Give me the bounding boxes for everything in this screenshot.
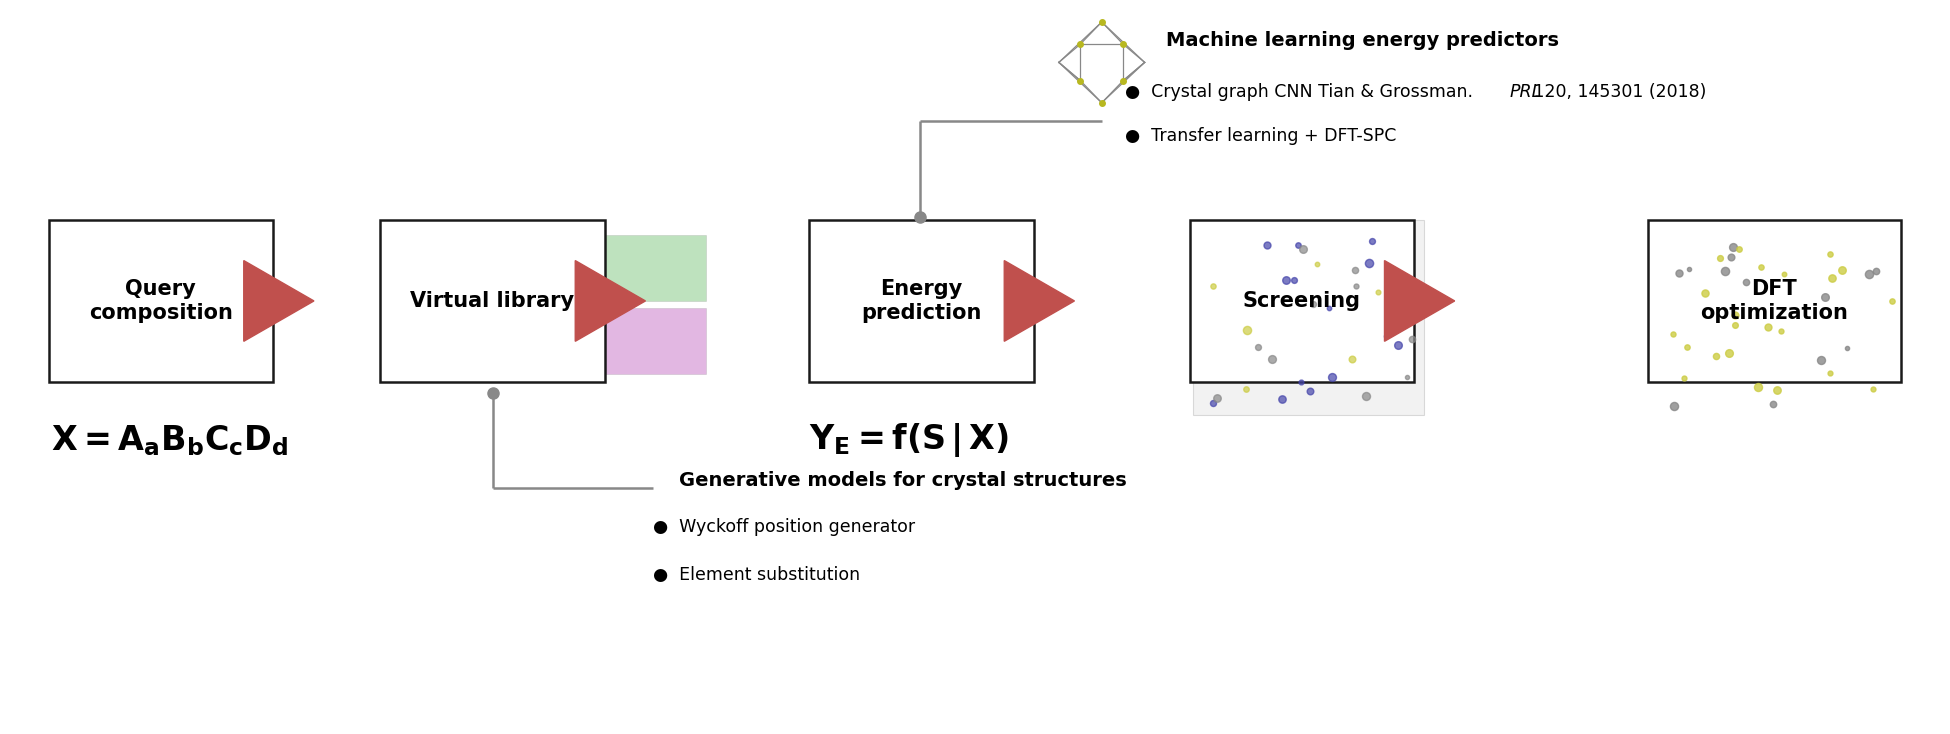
FancyBboxPatch shape xyxy=(809,220,1034,382)
Text: Generative models for crystal structures: Generative models for crystal structures xyxy=(679,471,1127,490)
Text: ●  Element substitution: ● Element substitution xyxy=(653,566,860,584)
FancyBboxPatch shape xyxy=(386,235,488,301)
FancyBboxPatch shape xyxy=(495,235,597,301)
Polygon shape xyxy=(1004,261,1074,341)
FancyBboxPatch shape xyxy=(1648,220,1901,382)
FancyBboxPatch shape xyxy=(1190,220,1414,382)
FancyBboxPatch shape xyxy=(604,308,706,374)
Polygon shape xyxy=(1384,261,1455,341)
Text: 120, 145301 (2018): 120, 145301 (2018) xyxy=(1529,83,1706,101)
Text: ●  Wyckoff position generator: ● Wyckoff position generator xyxy=(653,518,915,536)
FancyBboxPatch shape xyxy=(604,235,706,301)
FancyBboxPatch shape xyxy=(495,308,597,374)
Text: Energy
prediction: Energy prediction xyxy=(862,280,981,322)
FancyBboxPatch shape xyxy=(49,220,273,382)
Text: Screening: Screening xyxy=(1242,291,1361,311)
Text: ●  Transfer learning + DFT-SPC: ● Transfer learning + DFT-SPC xyxy=(1125,127,1396,145)
Text: ●  Crystal graph CNN Tian & Grossman.: ● Crystal graph CNN Tian & Grossman. xyxy=(1125,83,1478,101)
Text: Virtual library: Virtual library xyxy=(410,291,575,311)
Text: Query
composition: Query composition xyxy=(90,280,232,322)
Text: Machine learning energy predictors: Machine learning energy predictors xyxy=(1166,31,1560,50)
FancyBboxPatch shape xyxy=(386,308,488,374)
Polygon shape xyxy=(244,261,314,341)
Text: $\mathbf{X = A_a B_b C_c D_d}$: $\mathbf{X = A_a B_b C_c D_d}$ xyxy=(51,423,289,458)
Text: $\mathbf{Y_E = f(S\,|\,X)}$: $\mathbf{Y_E = f(S\,|\,X)}$ xyxy=(809,421,1008,459)
Text: DFT
optimization: DFT optimization xyxy=(1700,280,1849,322)
FancyBboxPatch shape xyxy=(1193,220,1424,415)
Text: PRL: PRL xyxy=(1509,83,1540,101)
Polygon shape xyxy=(575,261,645,341)
FancyBboxPatch shape xyxy=(380,220,604,382)
